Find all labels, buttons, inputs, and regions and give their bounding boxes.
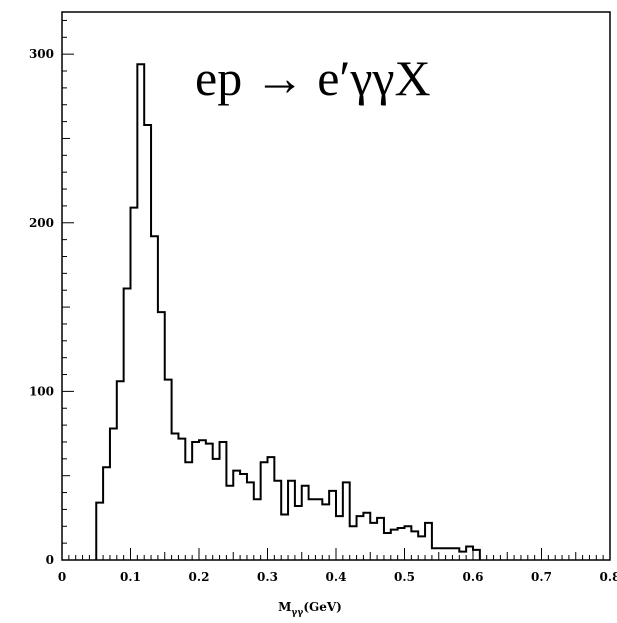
x-axis-label-subscript: γγ [291, 608, 303, 618]
axis-ticks [61, 19, 611, 561]
x-tick-label: 0 [58, 570, 66, 584]
x-tick-label: 0.3 [257, 570, 278, 584]
x-tick-label: 0.6 [463, 570, 484, 584]
x-tick-label: 0.2 [189, 570, 210, 584]
x-axis-label-main: M [278, 600, 291, 614]
x-tick-label: 0.7 [531, 570, 552, 584]
x-tick-label: 0.4 [326, 570, 347, 584]
x-axis-label: Mγγ(GeV) [278, 600, 342, 618]
x-tick-label: 0.1 [120, 570, 141, 584]
tick-labels: 0 0.1 0.2 0.3 0.4 0.5 0.6 0.7 0.8 0 100 200 300 [29, 47, 617, 584]
y-tick-label: 100 [29, 384, 54, 398]
x-axis-label-unit: (GeV) [303, 600, 342, 614]
y-tick-label: 200 [29, 216, 54, 230]
y-tick-label: 0 [46, 553, 54, 567]
x-tick-label: 0.8 [600, 570, 617, 584]
y-tick-label: 300 [29, 47, 54, 61]
x-tick-label: 0.5 [394, 570, 415, 584]
reaction-annotation: ep → e′γγX [195, 50, 431, 106]
histogram-line [95, 63, 481, 560]
